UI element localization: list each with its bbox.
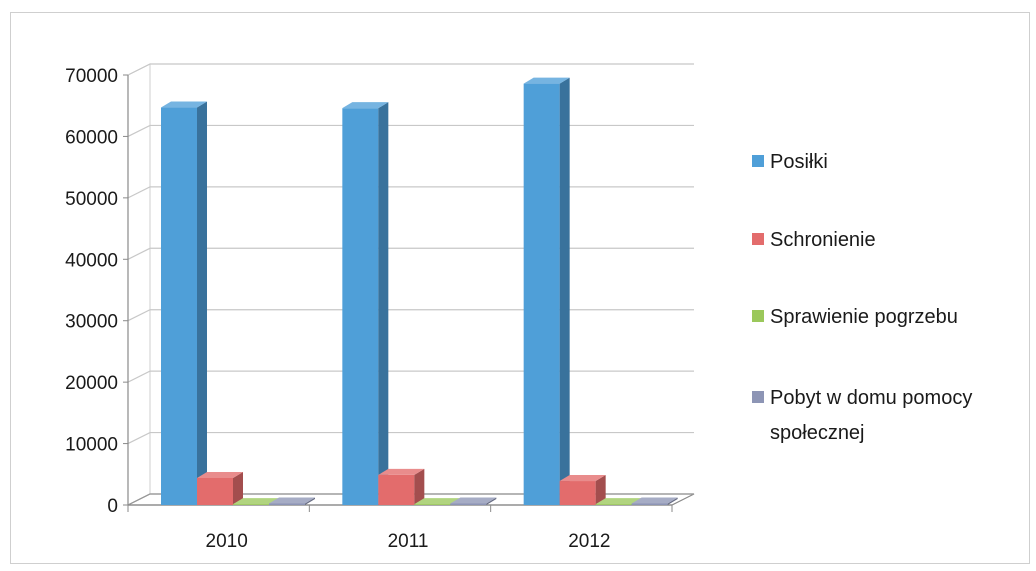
bar-side	[197, 101, 207, 506]
bar-top	[233, 498, 279, 505]
bar-top	[631, 497, 678, 504]
gridline	[127, 186, 694, 199]
gridline	[127, 431, 694, 445]
bar	[342, 102, 389, 506]
x-tick-label: 2012	[568, 531, 610, 552]
bar-front	[197, 477, 233, 505]
gridline	[127, 247, 694, 260]
bar-top	[595, 498, 642, 505]
y-tick-label: 30000	[65, 312, 118, 333]
bar	[197, 471, 243, 505]
legend-label: Posiłki	[770, 151, 828, 173]
bar-top	[342, 102, 389, 109]
y-tick-label: 40000	[65, 250, 118, 271]
plot-walls	[127, 63, 695, 506]
bar-front	[631, 503, 668, 505]
bar-side	[414, 468, 425, 505]
legend-swatch	[752, 391, 764, 403]
bar-front	[559, 481, 596, 505]
side-wall	[127, 63, 151, 506]
gridline	[127, 370, 694, 383]
bar	[559, 475, 606, 505]
legend-swatch	[752, 155, 764, 167]
bar-top	[414, 498, 461, 505]
legend-item: Pobyt w domu pomocy społecznej	[752, 387, 972, 444]
bar	[523, 77, 570, 505]
legend-item: Posiłki	[752, 151, 828, 173]
y-axis: 0 10000 20000 30000 40000 50000 60000 70000	[65, 66, 129, 517]
y-tick-label: 0	[107, 496, 118, 517]
y-tick-label: 50000	[65, 189, 118, 210]
bar-side	[559, 77, 570, 505]
bar-front	[378, 474, 415, 505]
bar	[378, 468, 425, 505]
bar-top	[450, 497, 497, 504]
bar-side	[595, 475, 606, 505]
bars	[161, 77, 678, 506]
legend-item: Schronienie	[752, 229, 876, 251]
y-tick-label: 10000	[65, 435, 118, 456]
bar-front	[269, 503, 305, 505]
bar	[450, 497, 497, 505]
legend-swatch	[752, 310, 764, 322]
bar-side	[486, 497, 497, 505]
bar-side	[667, 497, 678, 505]
bar-front	[233, 504, 269, 505]
bar	[631, 497, 678, 505]
gridlines	[127, 63, 694, 506]
x-tick-label: 2011	[388, 531, 429, 552]
legend-label: Pobyt w domu pomocy	[770, 387, 972, 409]
bar	[269, 497, 315, 505]
y-tick-label: 70000	[65, 66, 118, 87]
x-tick-label: 2010	[206, 531, 248, 552]
bar-front	[414, 504, 451, 505]
bar-top	[269, 497, 315, 504]
bar-front	[161, 107, 197, 506]
bar-side	[233, 471, 243, 505]
bar-side	[378, 102, 389, 506]
bar-top	[559, 475, 606, 482]
bar	[161, 101, 207, 506]
bar-top	[197, 471, 243, 478]
back-wall	[150, 64, 694, 494]
bar-side	[305, 497, 315, 505]
bar-front	[450, 503, 487, 505]
gridline	[127, 493, 694, 506]
legend: Posiłki Schronienie Sprawienie pogrzebu Pob…	[752, 151, 972, 444]
gridline	[127, 124, 694, 137]
x-axis: 2010 2011 2012	[127, 504, 673, 552]
y-tick-label: 20000	[65, 373, 118, 394]
bar-front	[595, 504, 632, 505]
bar-top	[161, 101, 207, 108]
bar-front	[523, 83, 560, 505]
gridline	[127, 309, 694, 322]
y-tick-label: 60000	[65, 127, 118, 148]
legend-label: Schronienie	[770, 229, 876, 251]
legend-label: Sprawienie pogrzebu	[770, 306, 958, 328]
bar-top	[523, 77, 570, 84]
legend-label: społecznej	[770, 422, 865, 444]
bar-top	[378, 468, 425, 475]
legend-swatch	[752, 233, 764, 245]
legend-item: Sprawienie pogrzebu	[752, 306, 958, 328]
bar-front	[342, 108, 379, 506]
gridline	[127, 63, 694, 76]
